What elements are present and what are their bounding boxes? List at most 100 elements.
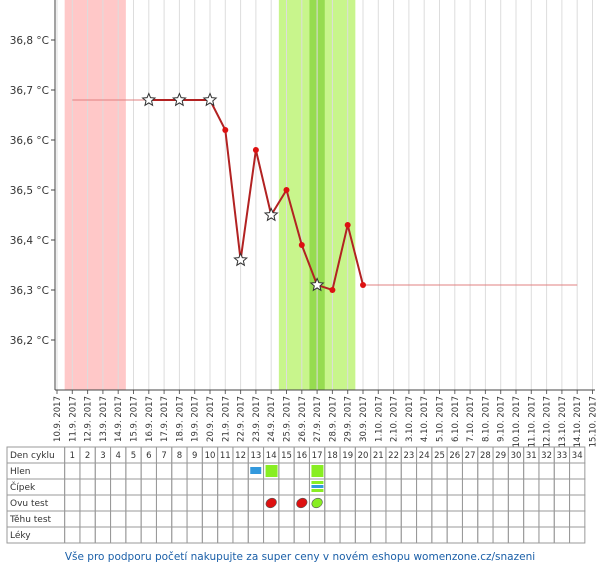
x-tick-label: 9.10. 2017 xyxy=(497,396,507,442)
table-cell xyxy=(416,526,433,544)
table-cell xyxy=(431,526,448,544)
table-cell xyxy=(523,510,540,528)
x-tick-label: 18.9. 2017 xyxy=(175,396,185,442)
cycle-day: 21 xyxy=(373,451,384,461)
table-cell xyxy=(492,478,509,496)
x-tick-label: 2.10. 2017 xyxy=(390,396,400,442)
x-tick-label: 25.9. 2017 xyxy=(283,396,293,442)
table-cell xyxy=(308,526,326,544)
table-cell xyxy=(79,510,96,528)
table-cell xyxy=(278,478,295,496)
table-cell xyxy=(217,494,234,512)
table-cell xyxy=(400,526,418,544)
table-cell xyxy=(64,510,81,528)
table-cell xyxy=(140,510,157,528)
table-cell xyxy=(477,510,494,528)
x-tick-label: 12.9. 2017 xyxy=(84,396,94,442)
table-cell xyxy=(186,478,203,496)
table-cell xyxy=(538,526,555,544)
table-cell xyxy=(370,510,387,528)
x-tick-label: 13.10. 2017 xyxy=(558,396,568,447)
table-cell xyxy=(263,526,280,544)
table-cell xyxy=(247,526,265,544)
table-cell xyxy=(79,494,96,512)
star-marker xyxy=(171,92,187,107)
phase-band xyxy=(64,0,126,390)
table-cell xyxy=(201,526,219,544)
icon xyxy=(311,485,324,488)
table-cell xyxy=(155,478,173,496)
x-tick-label: 7.10. 2017 xyxy=(466,396,476,442)
cycle-day: 22 xyxy=(388,451,399,461)
dot-marker xyxy=(222,127,229,133)
cycle-day: 32 xyxy=(541,451,552,461)
table-cell xyxy=(94,494,112,512)
table-cell xyxy=(553,462,571,480)
table-cell xyxy=(186,510,203,528)
table-cell xyxy=(354,510,372,528)
table-cell xyxy=(110,510,127,528)
table-cell xyxy=(523,462,540,480)
table-cell xyxy=(400,462,418,480)
icon xyxy=(311,489,324,492)
table-cell xyxy=(523,494,540,512)
table-cell xyxy=(416,478,433,496)
table-cell xyxy=(553,478,571,496)
table-cell xyxy=(324,478,341,496)
x-tick-label: 22.9. 2017 xyxy=(237,396,247,442)
icon xyxy=(296,497,308,509)
row-label: Léky xyxy=(10,530,31,541)
y-tick-label: 36,2 °C xyxy=(10,335,49,347)
x-tick-label: 15.10. 2017 xyxy=(589,396,599,447)
x-tick-label: 20.9. 2017 xyxy=(206,396,216,442)
table-cell xyxy=(140,526,157,544)
dot-marker xyxy=(329,287,336,293)
y-tick-label: 36,5 °C xyxy=(10,185,49,197)
star-marker xyxy=(263,207,279,222)
table-cell xyxy=(461,526,479,544)
table-cell xyxy=(461,478,479,496)
table-cell xyxy=(64,478,81,496)
table-cell xyxy=(354,494,372,512)
table-cell xyxy=(446,510,463,528)
table-cell xyxy=(538,478,555,496)
table-cell xyxy=(370,494,387,512)
table-cell xyxy=(339,510,356,528)
table-cell xyxy=(125,494,142,512)
footer-link[interactable]: Vše pro podporu početí nakupujte za supe… xyxy=(65,551,535,563)
table-cell xyxy=(538,494,555,512)
table-cell xyxy=(339,478,356,496)
icon xyxy=(265,465,278,477)
table-cell xyxy=(569,494,586,512)
cycle-day: 31 xyxy=(526,451,537,461)
table-cell xyxy=(553,494,571,512)
table-cell xyxy=(370,478,387,496)
table-cell xyxy=(171,462,188,480)
table-cell xyxy=(324,526,341,544)
table-cell xyxy=(324,462,341,480)
table-cell xyxy=(155,494,173,512)
table-cell xyxy=(477,462,494,480)
table-cell xyxy=(110,526,127,544)
star-marker xyxy=(309,277,325,292)
table-cell xyxy=(217,478,234,496)
table-cell xyxy=(385,494,402,512)
row-label: Těhu test xyxy=(9,515,52,525)
y-tick-label: 36,7 °C xyxy=(10,85,49,97)
table-cell xyxy=(278,494,295,512)
table-cell xyxy=(217,526,234,544)
table-cell xyxy=(553,510,571,528)
table-cell xyxy=(492,526,509,544)
table-cell xyxy=(125,478,142,496)
x-tick-label: 30.9. 2017 xyxy=(359,396,369,442)
table-cell xyxy=(232,462,249,480)
cycle-day: 18 xyxy=(327,451,338,461)
table-cell xyxy=(507,526,525,544)
table-cell xyxy=(293,478,310,496)
cycle-day: 5 xyxy=(131,451,136,461)
table-cell xyxy=(370,462,387,480)
table-cell xyxy=(79,526,96,544)
table-cell xyxy=(140,478,157,496)
x-tick-label: 8.10. 2017 xyxy=(481,396,491,442)
table-cell xyxy=(155,510,173,528)
